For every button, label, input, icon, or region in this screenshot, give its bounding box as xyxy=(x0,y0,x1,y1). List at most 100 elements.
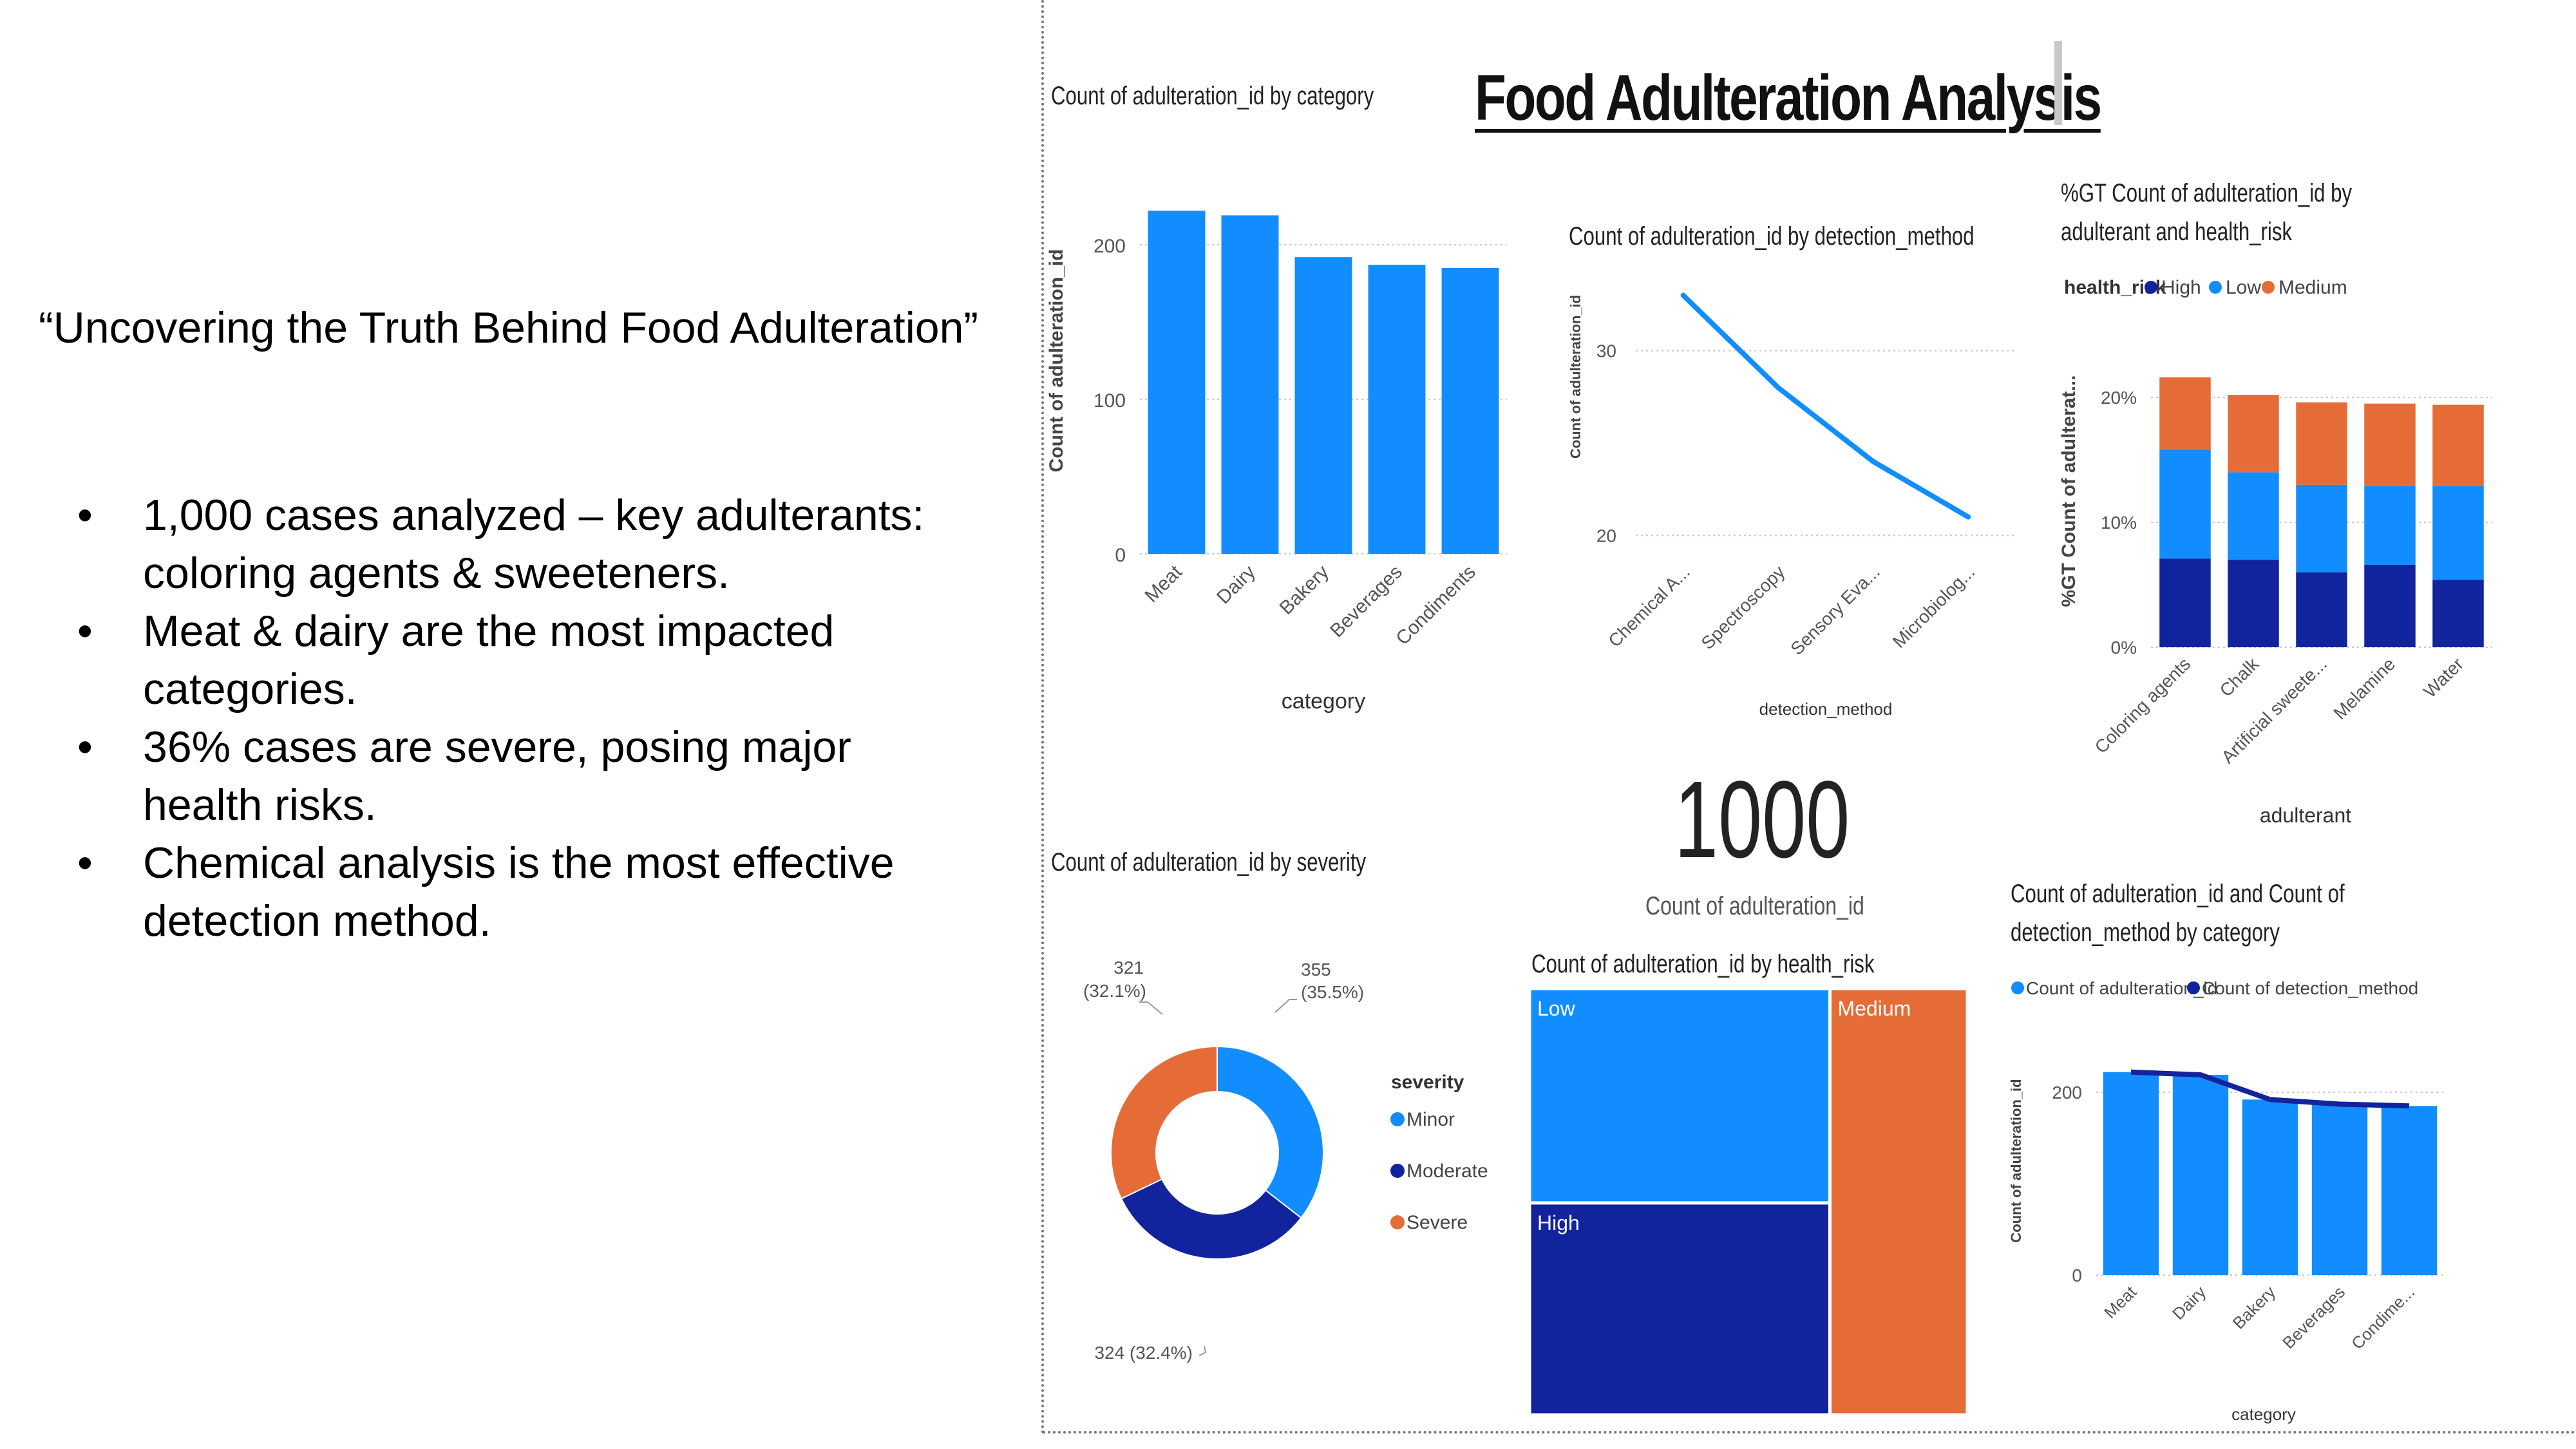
y-tick-label: 200 xyxy=(1094,236,1126,257)
y-tick-label: 20% xyxy=(2101,388,2137,408)
label-leader xyxy=(1139,1001,1163,1015)
y-tick-label: 10% xyxy=(2101,513,2137,533)
x-tick-label: Spectroscopy xyxy=(1698,562,1789,653)
detection-chart-title: Count of adulteration_id by detection_me… xyxy=(1569,222,1975,251)
healthrisk-chart-title: Count of adulteration_id by health_risk xyxy=(1531,950,1875,978)
legend-marker xyxy=(2145,281,2157,294)
legend-entry: Medium xyxy=(2278,277,2347,298)
bar-segment xyxy=(2228,560,2279,647)
bullet-item: 1,000 cases analyzed – key adulterants: … xyxy=(77,486,966,602)
bar xyxy=(1221,215,1279,554)
slice-label: 321 xyxy=(1113,958,1144,978)
bar-segment xyxy=(2228,472,2279,560)
bar-segment xyxy=(2159,377,2211,450)
label-leader xyxy=(1198,1345,1207,1356)
y-axis-title: %GT Count of adulterat... xyxy=(2058,375,2079,607)
x-tick-label: Melamine xyxy=(2329,654,2399,723)
combo-chart-title: Count of adulteration_id and Count of de… xyxy=(2011,880,2345,947)
legend-entry: Count of detection_method xyxy=(2202,978,2418,998)
y-tick-label: 20 xyxy=(1596,526,1616,545)
x-tick-label: Meat xyxy=(2100,1282,2141,1322)
severity-donut-chart: 355(35.5%) 321 (32.1%) 324 (32.4%) severity M… xyxy=(1083,958,1488,1363)
treemap-tile xyxy=(1530,989,1832,1205)
bar-segment xyxy=(2364,486,2416,565)
bar-segment xyxy=(2432,404,2484,486)
category-bar-chart: 0 100 200 Meat Dairy BakeryBeveragesCondiment… xyxy=(1046,211,1507,714)
bar-segment xyxy=(2159,450,2211,559)
dashboard-title: Food Adulteration Analysis xyxy=(1475,62,2102,134)
bar-segment xyxy=(2364,564,2416,647)
bar-segment xyxy=(2159,558,2211,647)
legend-marker xyxy=(2262,281,2275,294)
slice-label: (35.5%) xyxy=(1301,982,1364,1002)
donut-slice xyxy=(1110,1045,1218,1200)
healthrisk-treemap: Low High Medium xyxy=(1530,989,1969,1417)
x-axis-title: detection_method xyxy=(1759,699,1893,719)
y-tick-label: 0 xyxy=(1115,545,1126,566)
y-axis-title: Count of adulteration_id xyxy=(1046,249,1067,473)
x-axis-title: adulterant xyxy=(2260,804,2351,827)
title-accent-bar xyxy=(2054,41,2062,125)
bullet-item: 36% cases are severe, posing major healt… xyxy=(77,718,966,834)
y-tick-label: 100 xyxy=(1094,390,1126,412)
y-axis-title: Count of adulteration_id xyxy=(1567,295,1584,459)
series-line xyxy=(1680,292,1971,520)
x-tick-label: Condiments xyxy=(1392,562,1480,650)
x-tick-label: Dairy xyxy=(2168,1282,2210,1323)
x-tick-label: Beverages xyxy=(2278,1282,2349,1352)
bar-segment xyxy=(2228,395,2279,473)
legend-entry: Low xyxy=(2226,277,2261,298)
x-tick-label: Condime... xyxy=(2347,1282,2418,1353)
dashboard-bottom-border xyxy=(1043,1431,2576,1434)
label-leader xyxy=(1274,999,1297,1013)
kpi-value: 1000 xyxy=(1674,759,1850,881)
data-point xyxy=(1680,292,1686,298)
bar xyxy=(2172,1075,2229,1275)
x-tick-label: Bakery xyxy=(2229,1282,2279,1332)
y-axis-title: Count of adulteration_id xyxy=(2008,1079,2024,1242)
slide-quote: “Uncovering the Truth Behind Food Adulte… xyxy=(39,303,979,352)
key-findings-list: 1,000 cases analyzed – key adulterants: … xyxy=(77,486,966,950)
x-axis-title: category xyxy=(1282,689,1365,714)
treemap-label: High xyxy=(1537,1211,1580,1235)
kpi-label: Count of adulteration_id xyxy=(1645,892,1864,920)
bar xyxy=(2381,1106,2438,1275)
bar xyxy=(2103,1072,2159,1275)
severity-chart-title: Count of adulteration_id by severity xyxy=(1051,848,1367,876)
bar-segment xyxy=(2364,403,2416,486)
x-tick-label: Chalk xyxy=(2216,654,2263,701)
slice-label: (32.1%) xyxy=(1083,981,1146,1001)
bar xyxy=(1441,268,1499,554)
treemap-label: Low xyxy=(1537,997,1576,1020)
bar-segment xyxy=(2296,402,2347,485)
legend-title: severity xyxy=(1391,1072,1464,1093)
legend-marker xyxy=(1390,1215,1405,1229)
y-tick-label: 0 xyxy=(2072,1265,2082,1285)
legend-marker xyxy=(1390,1112,1405,1126)
legend-marker xyxy=(1390,1164,1405,1178)
legend-entry: Moderate xyxy=(1406,1160,1488,1182)
x-tick-label: Sensory Eva... xyxy=(1786,562,1884,659)
y-tick-label: 200 xyxy=(2052,1083,2082,1103)
y-tick-label: 0% xyxy=(2111,638,2137,658)
bar-segment xyxy=(2296,572,2347,647)
bar-segment xyxy=(2432,486,2484,580)
legend-entry: Severe xyxy=(1406,1212,1468,1233)
x-tick-label: Dairy xyxy=(1213,562,1260,609)
bullet-item: Chemical analysis is the most effective … xyxy=(77,834,966,950)
x-tick-label: Meat xyxy=(1141,561,1186,607)
donut-slice xyxy=(1120,1178,1302,1260)
treemap-tile xyxy=(1828,989,1969,1417)
category-chart-title: Count of adulteration_id by category xyxy=(1051,82,1374,110)
series-line xyxy=(2130,1069,2410,1109)
x-tick-label: Chemical A... xyxy=(1604,562,1694,651)
bar-segment xyxy=(2432,580,2484,647)
data-point xyxy=(1870,459,1876,464)
legend-marker xyxy=(2209,281,2222,294)
adulterant-chart-title: %GT Count of adulteration_id by adultera… xyxy=(2061,179,2353,246)
legend-entry: High xyxy=(2161,277,2201,298)
donut-slice xyxy=(1217,1045,1324,1219)
bar xyxy=(1368,265,1426,554)
